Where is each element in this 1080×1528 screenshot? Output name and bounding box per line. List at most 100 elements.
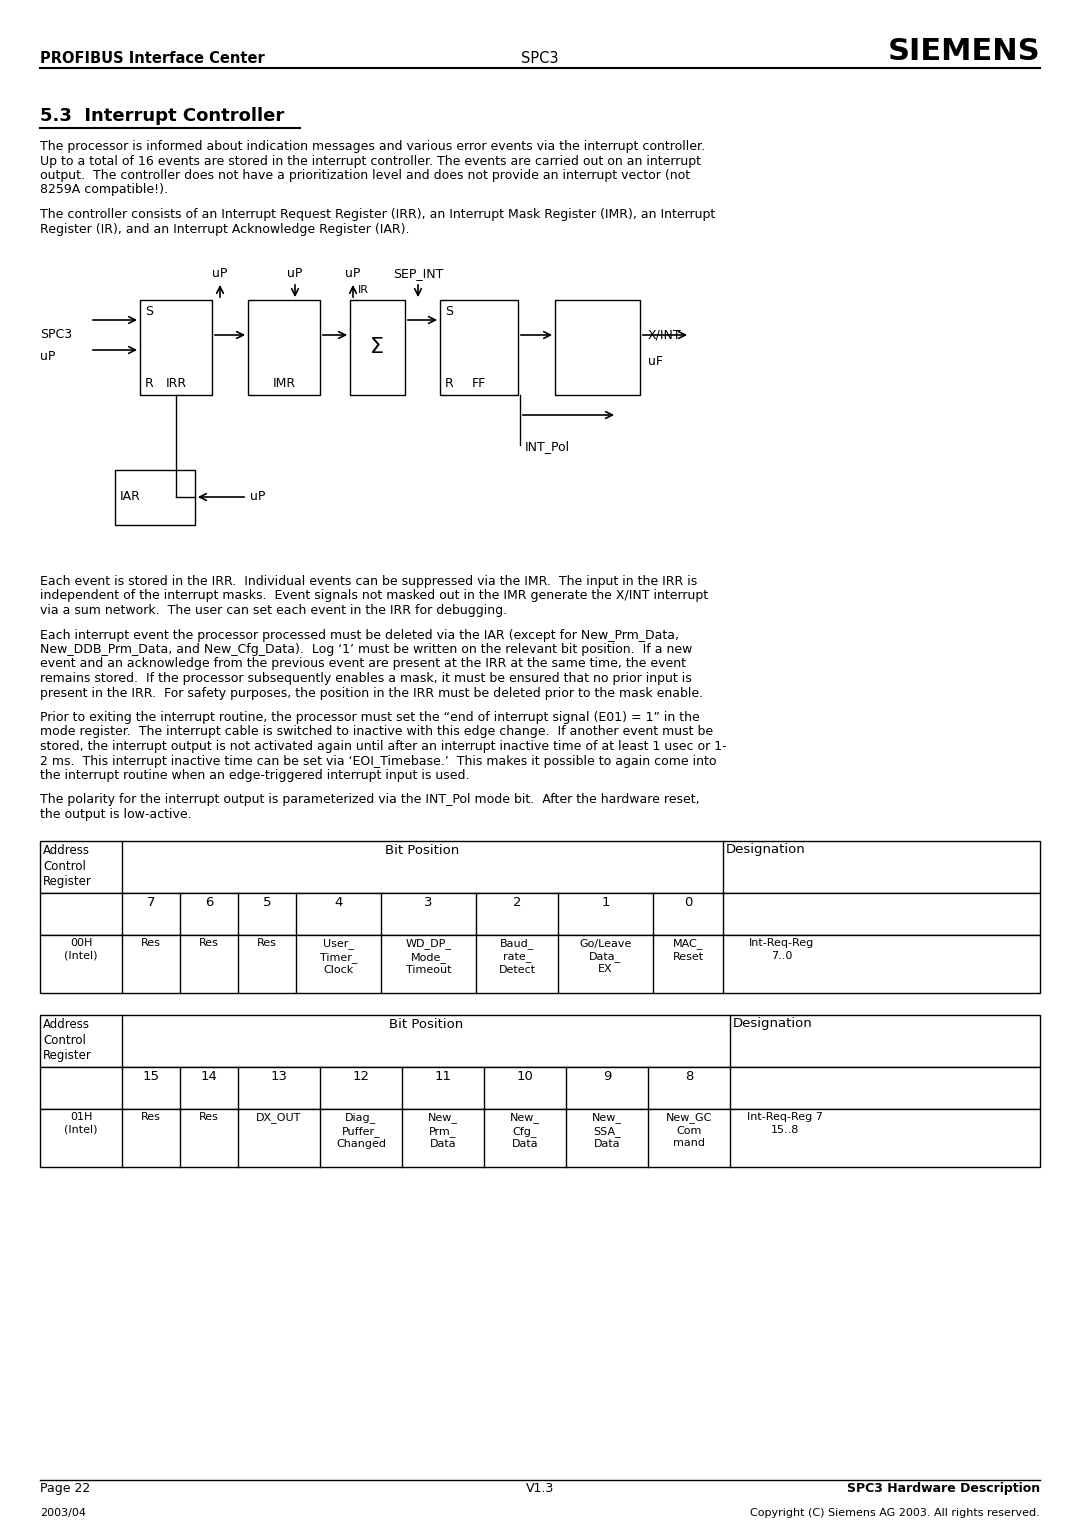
Text: 6: 6	[205, 897, 213, 909]
Text: New_
Cfg_
Data: New_ Cfg_ Data	[510, 1112, 540, 1149]
Text: mode register.  The interrupt cable is switched to inactive with this edge chang: mode register. The interrupt cable is sw…	[40, 726, 713, 738]
Text: SPC3: SPC3	[522, 50, 558, 66]
Text: Res: Res	[257, 938, 276, 949]
Text: uF: uF	[648, 354, 663, 368]
Text: Diag_
Puffer_
Changed: Diag_ Puffer_ Changed	[336, 1112, 386, 1149]
Text: Res: Res	[141, 938, 161, 949]
Text: Σ: Σ	[370, 338, 384, 358]
Text: remains stored.  If the processor subsequently enables a mask, it must be ensure: remains stored. If the processor subsequ…	[40, 672, 692, 685]
Text: Int-Req-Reg
7..0: Int-Req-Reg 7..0	[748, 938, 814, 961]
Bar	[40, 1015, 1040, 1067]
Text: uP: uP	[249, 490, 266, 504]
Text: SPC3: SPC3	[40, 329, 72, 341]
Text: WD_DP_
Mode_
Timeout: WD_DP_ Mode_ Timeout	[405, 938, 451, 975]
Bar	[114, 471, 195, 526]
Text: 2 ms.  This interrupt inactive time can be set via ‘EOI_Timebase.’  This makes i: 2 ms. This interrupt inactive time can b…	[40, 755, 716, 767]
Text: event and an acknowledge from the previous event are present at the IRR at the s: event and an acknowledge from the previo…	[40, 657, 686, 671]
Text: SPC3 Hardware Description: SPC3 Hardware Description	[847, 1482, 1040, 1494]
Text: IR: IR	[357, 286, 369, 295]
Text: 12: 12	[352, 1071, 369, 1083]
Text: Designation: Designation	[733, 1018, 813, 1030]
Text: via a sum network.  The user can set each event in the IRR for debugging.: via a sum network. The user can set each…	[40, 604, 508, 617]
Text: independent of the interrupt masks.  Event signals not masked out in the IMR gen: independent of the interrupt masks. Even…	[40, 590, 708, 602]
Text: 8259A compatible!).: 8259A compatible!).	[40, 183, 168, 197]
Text: IRR: IRR	[165, 377, 187, 390]
Text: Copyright (C) Siemens AG 2003. All rights reserved.: Copyright (C) Siemens AG 2003. All right…	[751, 1508, 1040, 1517]
Bar	[350, 299, 405, 396]
Text: IMR: IMR	[272, 377, 296, 390]
Text: Up to a total of 16 events are stored in the interrupt controller. The events ar: Up to a total of 16 events are stored in…	[40, 154, 701, 168]
Text: R: R	[145, 377, 153, 390]
Text: Each interrupt event the processor processed must be deleted via the IAR (except: Each interrupt event the processor proce…	[40, 628, 679, 642]
Bar	[40, 1108, 1040, 1166]
Text: output.  The controller does not have a prioritization level and does not provid: output. The controller does not have a p…	[40, 170, 690, 182]
Text: R: R	[445, 377, 454, 390]
Text: the interrupt routine when an edge-triggered interrupt input is used.: the interrupt routine when an edge-trigg…	[40, 769, 470, 782]
Text: INT_Pol: INT_Pol	[525, 440, 570, 452]
Bar	[248, 299, 320, 396]
Text: S: S	[445, 306, 453, 318]
Text: Page 22: Page 22	[40, 1482, 91, 1494]
Text: The processor is informed about indication messages and various error events via: The processor is informed about indicati…	[40, 141, 705, 153]
Text: X/INT: X/INT	[648, 329, 681, 341]
Bar	[555, 299, 640, 396]
Text: 5.3  Interrupt Controller: 5.3 Interrupt Controller	[40, 107, 284, 125]
Text: Res: Res	[199, 938, 219, 949]
Text: 11: 11	[434, 1071, 451, 1083]
Bar	[440, 299, 518, 396]
Text: 00H
(Intel): 00H (Intel)	[64, 938, 98, 961]
Bar	[140, 299, 212, 396]
Text: 01H
(Intel): 01H (Intel)	[64, 1112, 98, 1135]
Text: uP: uP	[40, 350, 55, 364]
Text: stored, the interrupt output is not activated again until after an interrupt ina: stored, the interrupt output is not acti…	[40, 740, 727, 753]
Bar	[40, 1067, 1040, 1108]
Bar	[40, 892, 1040, 935]
Text: Int-Req-Reg 7
15..8: Int-Req-Reg 7 15..8	[747, 1112, 823, 1135]
Text: 2003/04: 2003/04	[40, 1508, 86, 1517]
Text: V1.3: V1.3	[526, 1482, 554, 1494]
Text: 13: 13	[270, 1071, 287, 1083]
Text: The polarity for the interrupt output is parameterized via the INT_Pol mode bit.: The polarity for the interrupt output is…	[40, 793, 700, 807]
Text: Go/Leave
Data_
EX: Go/Leave Data_ EX	[579, 938, 632, 975]
Text: Register (IR), and an Interrupt Acknowledge Register (IAR).: Register (IR), and an Interrupt Acknowle…	[40, 223, 409, 235]
Text: IAR: IAR	[120, 490, 140, 504]
Text: MAC_
Reset: MAC_ Reset	[673, 938, 703, 961]
Text: New_
Prm_
Data: New_ Prm_ Data	[428, 1112, 458, 1149]
Text: User_
Timer_
Clock: User_ Timer_ Clock	[320, 938, 357, 975]
Text: uP: uP	[213, 267, 228, 280]
Text: the output is low-active.: the output is low-active.	[40, 808, 191, 821]
Text: Res: Res	[141, 1112, 161, 1123]
Text: 2: 2	[513, 897, 522, 909]
Text: SEP_INT: SEP_INT	[393, 267, 443, 280]
Text: New_
SSA_
Data: New_ SSA_ Data	[592, 1112, 622, 1149]
Text: New_DDB_Prm_Data, and New_Cfg_Data).  Log ‘1’ must be written on the relevant bi: New_DDB_Prm_Data, and New_Cfg_Data). Log…	[40, 643, 692, 656]
Text: uP: uP	[287, 267, 302, 280]
Text: Designation: Designation	[726, 843, 806, 857]
Bar	[40, 840, 1040, 892]
Text: uP: uP	[346, 267, 361, 280]
Text: 7: 7	[147, 897, 156, 909]
Text: Bit Position: Bit Position	[386, 843, 460, 857]
Text: Address
Control
Register: Address Control Register	[43, 843, 92, 888]
Text: PROFIBUS Interface Center: PROFIBUS Interface Center	[40, 50, 265, 66]
Text: 8: 8	[685, 1071, 693, 1083]
Text: 3: 3	[424, 897, 433, 909]
Text: SIEMENS: SIEMENS	[888, 37, 1040, 66]
Text: 15: 15	[143, 1071, 160, 1083]
Text: Baud_
rate_
Detect: Baud_ rate_ Detect	[499, 938, 536, 975]
Text: FF: FF	[472, 377, 486, 390]
Bar	[40, 935, 1040, 993]
Text: 14: 14	[201, 1071, 217, 1083]
Text: Each event is stored in the IRR.  Individual events can be suppressed via the IM: Each event is stored in the IRR. Individ…	[40, 575, 698, 588]
Text: 10: 10	[516, 1071, 534, 1083]
Text: present in the IRR.  For safety purposes, the position in the IRR must be delete: present in the IRR. For safety purposes,…	[40, 686, 703, 700]
Text: New_GC
Com
mand: New_GC Com mand	[665, 1112, 712, 1148]
Text: Prior to exiting the interrupt routine, the processor must set the “end of inter: Prior to exiting the interrupt routine, …	[40, 711, 700, 724]
Text: Res: Res	[199, 1112, 219, 1123]
Text: Bit Position: Bit Position	[389, 1018, 463, 1030]
Text: DX_OUT: DX_OUT	[256, 1112, 301, 1123]
Text: 9: 9	[603, 1071, 611, 1083]
Text: 1: 1	[602, 897, 610, 909]
Text: Address
Control
Register: Address Control Register	[43, 1018, 92, 1062]
Text: The controller consists of an Interrupt Request Register (IRR), an Interrupt Mas: The controller consists of an Interrupt …	[40, 208, 715, 222]
